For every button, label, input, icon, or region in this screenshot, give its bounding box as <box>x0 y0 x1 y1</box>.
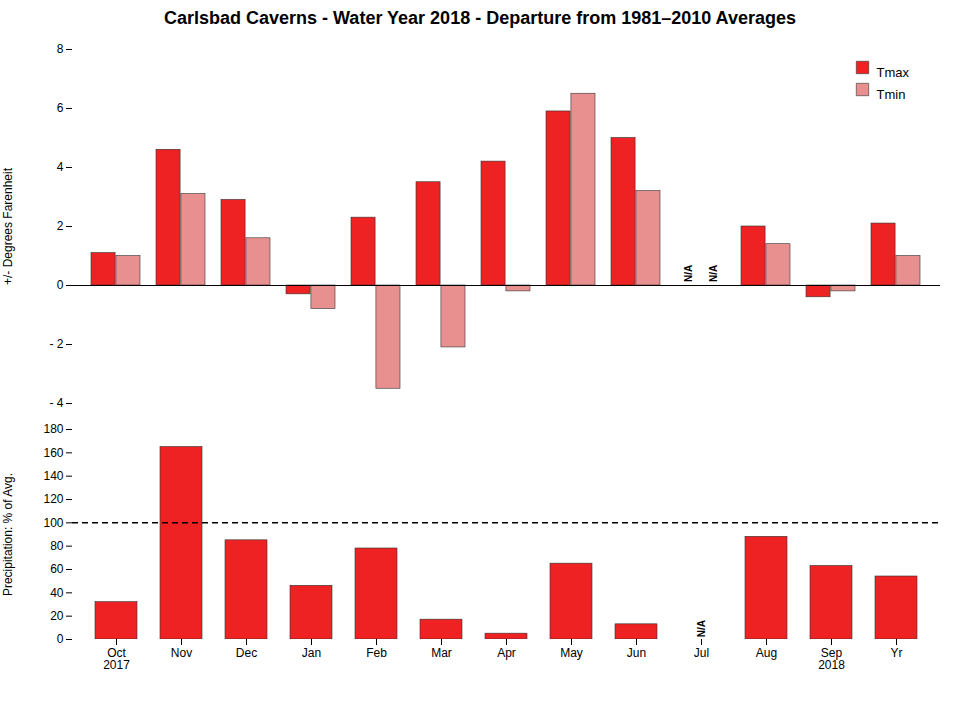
svg-text:2: 2 <box>57 219 64 233</box>
svg-text:N/A: N/A <box>683 265 694 282</box>
svg-text:Sep2018: Sep2018 <box>818 646 845 672</box>
svg-text:180: 180 <box>43 422 63 436</box>
svg-text:Apr: Apr <box>497 646 516 660</box>
svg-text:Oct2017: Oct2017 <box>103 646 130 672</box>
svg-text:Yr: Yr <box>891 646 903 660</box>
svg-text:20: 20 <box>50 609 64 623</box>
svg-text:80: 80 <box>50 539 64 553</box>
svg-text:Jun: Jun <box>627 646 646 660</box>
svg-text:Dec: Dec <box>236 646 257 660</box>
svg-text:100: 100 <box>43 516 63 530</box>
svg-text:Aug: Aug <box>756 646 777 660</box>
svg-text:140: 140 <box>43 469 63 483</box>
svg-text:Tmin: Tmin <box>877 87 906 102</box>
svg-text:Jul: Jul <box>694 646 709 660</box>
svg-text:4: 4 <box>57 160 64 174</box>
svg-text:- 2: - 2 <box>49 337 63 351</box>
svg-text:60: 60 <box>50 562 64 576</box>
svg-text:Precipitation: % of Avg.: Precipitation: % of Avg. <box>1 473 15 596</box>
svg-text:8: 8 <box>57 42 64 56</box>
svg-text:6: 6 <box>57 101 64 115</box>
svg-text:N/A: N/A <box>708 265 719 282</box>
svg-text:- 4: - 4 <box>49 396 63 410</box>
svg-text:40: 40 <box>50 586 64 600</box>
svg-text:Tmax: Tmax <box>877 65 910 80</box>
svg-text:Feb: Feb <box>366 646 387 660</box>
svg-text:0: 0 <box>57 278 64 292</box>
svg-text:120: 120 <box>43 492 63 506</box>
svg-text:Jan: Jan <box>302 646 321 660</box>
svg-text:Nov: Nov <box>171 646 192 660</box>
svg-text:N/A: N/A <box>696 620 707 637</box>
svg-text:0: 0 <box>57 632 64 646</box>
svg-text:May: May <box>560 646 583 660</box>
svg-text:160: 160 <box>43 446 63 460</box>
svg-text:+/- Degrees Farenheit: +/- Degrees Farenheit <box>1 167 15 285</box>
html-text:Carlsbad Caverns - Water Year: Carlsbad Caverns - Water Year 2018 - Dep… <box>164 8 796 28</box>
svg-text:Mar: Mar <box>431 646 452 660</box>
